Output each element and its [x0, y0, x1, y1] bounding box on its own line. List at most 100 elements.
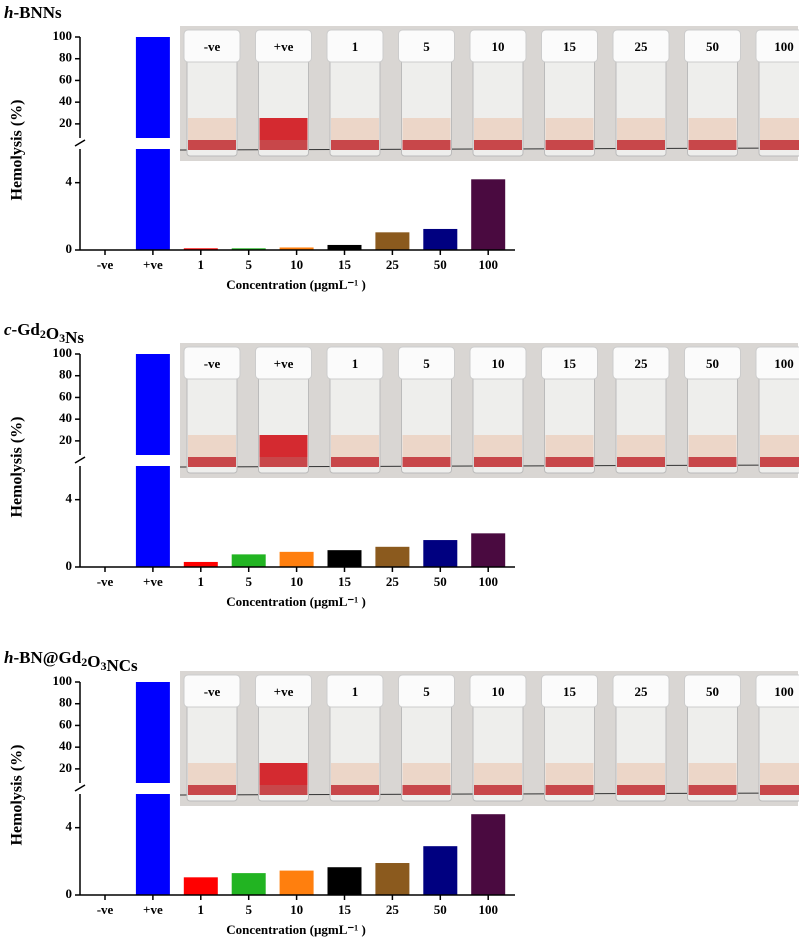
- bar: [471, 533, 506, 567]
- vial-label: 100: [774, 356, 794, 371]
- vial-cap: [183, 674, 241, 708]
- vial-sediment: [688, 140, 737, 150]
- y-tick-label: 0: [66, 558, 73, 573]
- vial-sediment: [760, 457, 799, 467]
- vial-cap: [326, 346, 384, 380]
- vial-cap: [612, 674, 670, 708]
- vial-cap: [755, 29, 799, 63]
- x-tick-label: +ve: [143, 257, 163, 272]
- vial-label: -ve: [204, 39, 221, 54]
- y-tick-label: 20: [59, 760, 72, 775]
- vial-label: 1: [352, 684, 359, 699]
- vial-sediment: [545, 785, 594, 795]
- vial-sediment: [474, 785, 522, 795]
- vial-label: 1: [352, 356, 359, 371]
- vial-label: +ve: [274, 39, 294, 54]
- vial-cap: [684, 29, 741, 63]
- vial-sediment: [188, 140, 236, 150]
- y-tick-label: 40: [59, 93, 72, 108]
- vial-sediment: [259, 457, 308, 467]
- bar: [135, 354, 170, 455]
- vial-cap: [755, 346, 799, 380]
- vial-label: 1: [352, 39, 359, 54]
- x-tick-label: 100: [478, 257, 498, 272]
- vial-sediment: [402, 140, 451, 150]
- vial-cap: [469, 674, 527, 708]
- y-tick-label: 100: [53, 345, 73, 360]
- vial-label: +ve: [274, 684, 294, 699]
- y-tick-label: 60: [59, 388, 72, 403]
- x-tick-label: 5: [245, 574, 252, 589]
- y-tick-label: 80: [59, 50, 72, 65]
- x-axis-title: Concentration (µgmL⁻¹ ): [226, 277, 366, 292]
- bar: [183, 561, 218, 567]
- vial-cap: [469, 29, 527, 63]
- vial-cap: [684, 674, 741, 708]
- vial-cap: [469, 346, 527, 380]
- y-tick-label: 4: [66, 491, 73, 506]
- vial-sediment: [617, 785, 665, 795]
- x-axis-title: Concentration (µgmL⁻¹ ): [226, 922, 366, 937]
- y-axis-title: Hemolysis (%): [9, 417, 26, 518]
- y-tick-label: 4: [66, 174, 73, 189]
- vial-label: 10: [492, 356, 505, 371]
- vial-label: 25: [635, 684, 649, 699]
- bar: [375, 863, 410, 895]
- vial-cap: [326, 29, 384, 63]
- y-tick-label: 20: [59, 115, 72, 130]
- x-tick-label: +ve: [143, 574, 163, 589]
- bar: [423, 846, 458, 895]
- vial-label: 50: [706, 356, 719, 371]
- vial-sediment: [545, 457, 594, 467]
- vial-sediment: [545, 140, 594, 150]
- bar: [327, 244, 362, 250]
- y-tick-label: 0: [66, 886, 73, 901]
- bar: [183, 877, 218, 895]
- vial-label: 15: [563, 684, 577, 699]
- chart-title: h-BNNs: [4, 3, 62, 22]
- bar: [327, 867, 362, 895]
- vial-sediment: [474, 140, 522, 150]
- chart-title: c-Gd2O3Ns: [4, 320, 84, 347]
- bar: [279, 870, 314, 895]
- bar: [231, 248, 266, 250]
- x-tick-label: 100: [478, 574, 498, 589]
- chart-title: h-BN@Gd2O3NCs: [4, 648, 138, 675]
- x-tick-label: 5: [245, 902, 252, 917]
- vial-cap: [755, 674, 799, 708]
- bar: [423, 540, 458, 567]
- vial-label: 15: [563, 39, 577, 54]
- bar: [375, 546, 410, 567]
- bar: [135, 149, 170, 250]
- vial-sediment: [259, 140, 308, 150]
- vial-label: 25: [635, 356, 649, 371]
- axis-break: [74, 784, 86, 792]
- vial-cap: [398, 346, 455, 380]
- x-axis-title: Concentration (µgmL⁻¹ ): [226, 594, 366, 609]
- y-tick-label: 60: [59, 716, 72, 731]
- panel: h-BN@Gd2O3NCs Hemolysis (%) Concentration …: [4, 648, 799, 937]
- vial-cap: [612, 29, 670, 63]
- bar: [375, 232, 410, 250]
- vial-sediment: [760, 140, 799, 150]
- x-tick-label: 1: [198, 257, 205, 272]
- vial-cap: [326, 674, 384, 708]
- vial-label: 5: [423, 684, 430, 699]
- vial-sediment: [188, 457, 236, 467]
- y-tick-label: 40: [59, 410, 72, 425]
- x-tick-label: 15: [338, 257, 352, 272]
- vial-sediment: [402, 457, 451, 467]
- y-axis-title: Hemolysis (%): [9, 745, 26, 846]
- vial-cap: [183, 346, 241, 380]
- vial-label: 50: [706, 684, 719, 699]
- vial-cap: [541, 346, 598, 380]
- x-tick-label: 25: [386, 902, 400, 917]
- vial-sediment: [688, 785, 737, 795]
- x-tick-label: 1: [198, 574, 205, 589]
- y-tick-label: 20: [59, 432, 72, 447]
- vial-label: -ve: [204, 684, 221, 699]
- y-axis-title: Hemolysis (%): [9, 100, 26, 201]
- vial-sediment: [331, 785, 379, 795]
- vial-cap: [684, 346, 741, 380]
